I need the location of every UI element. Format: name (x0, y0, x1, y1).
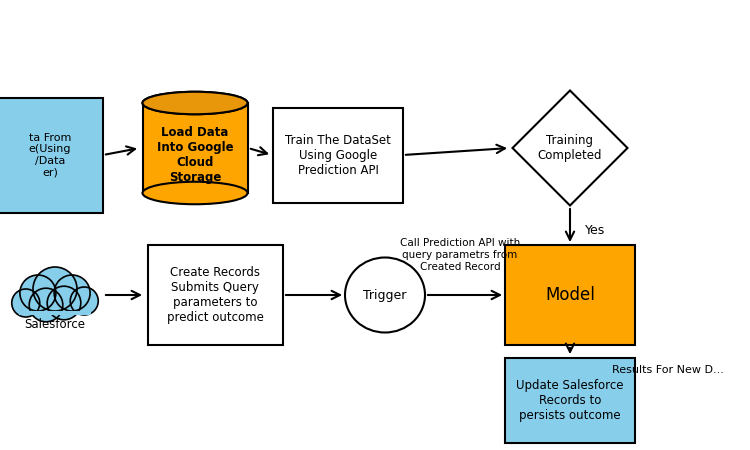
Text: Call Prediction API with
query parametrs from
Created Record: Call Prediction API with query parametrs… (400, 238, 520, 272)
Text: Create Records
Submits Query
parameters to
predict outcome: Create Records Submits Query parameters … (166, 266, 263, 324)
Text: Trigger: Trigger (363, 288, 407, 302)
Circle shape (54, 275, 90, 311)
Text: Yes: Yes (585, 224, 605, 237)
FancyBboxPatch shape (505, 357, 635, 442)
Text: Update Salesforce
Records to
persists outcome: Update Salesforce Records to persists ou… (516, 378, 624, 422)
Polygon shape (512, 90, 628, 206)
Circle shape (70, 287, 98, 315)
FancyBboxPatch shape (505, 245, 635, 345)
Bar (21, 295, 88, 313)
Ellipse shape (142, 92, 248, 114)
Text: Results For New D...: Results For New D... (612, 365, 724, 375)
Ellipse shape (345, 257, 425, 333)
Circle shape (29, 288, 63, 322)
Ellipse shape (142, 92, 248, 114)
Text: Training
Completed: Training Completed (538, 134, 602, 162)
FancyBboxPatch shape (142, 103, 248, 193)
Circle shape (33, 267, 77, 311)
Text: Salesforce: Salesforce (25, 319, 86, 332)
Text: ta From
e(Using
/Data
er): ta From e(Using /Data er) (28, 133, 71, 177)
Text: Load Data
Into Google
Cloud
Storage: Load Data Into Google Cloud Storage (157, 126, 233, 184)
FancyBboxPatch shape (273, 108, 403, 202)
Ellipse shape (142, 182, 248, 204)
Circle shape (20, 275, 56, 311)
Text: Model: Model (545, 286, 595, 304)
FancyBboxPatch shape (148, 245, 283, 345)
Circle shape (47, 286, 81, 320)
Circle shape (12, 289, 40, 317)
FancyBboxPatch shape (0, 98, 103, 212)
Text: Train The DataSet
Using Google
Prediction API: Train The DataSet Using Google Predictio… (285, 134, 391, 176)
